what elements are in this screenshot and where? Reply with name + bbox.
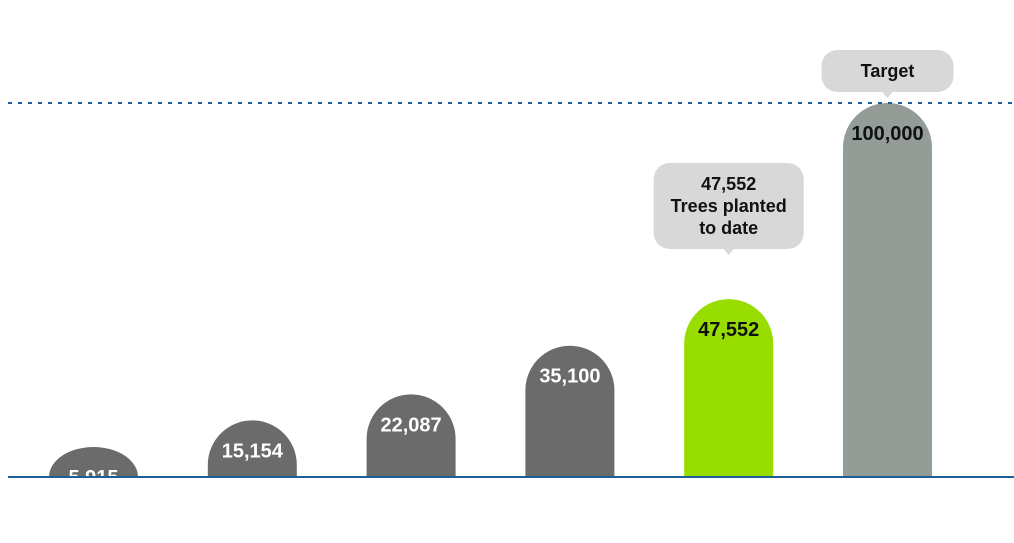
to-date-callout-pointer: [723, 249, 734, 255]
to-date-callout-line-0: 47,552: [701, 174, 756, 194]
target-callout: Target: [821, 50, 954, 98]
bar-value-label-3: 35,100: [539, 366, 600, 388]
bar-5: [843, 103, 932, 477]
bar-value-label-1: 15,154: [222, 440, 284, 462]
target-callout-pointer: [882, 92, 893, 98]
bar-value-label-2: 22,087: [381, 414, 442, 436]
bar-2: [366, 394, 456, 477]
bar-value-label-4: 47,552: [698, 319, 759, 341]
bar-value-label-5: 100,000: [851, 123, 923, 145]
bar-4: [684, 299, 774, 477]
to-date-callout-line-1: Trees planted: [671, 196, 787, 216]
target-callout-bubble: [821, 50, 954, 92]
bar-1: [207, 420, 297, 477]
to-date-callout-line-2: to date: [699, 218, 758, 238]
target-callout-line-0: Target: [861, 61, 915, 81]
to-date-callout-bubble: [653, 163, 804, 249]
bar-3: [525, 345, 615, 477]
bar-0: [49, 447, 138, 477]
